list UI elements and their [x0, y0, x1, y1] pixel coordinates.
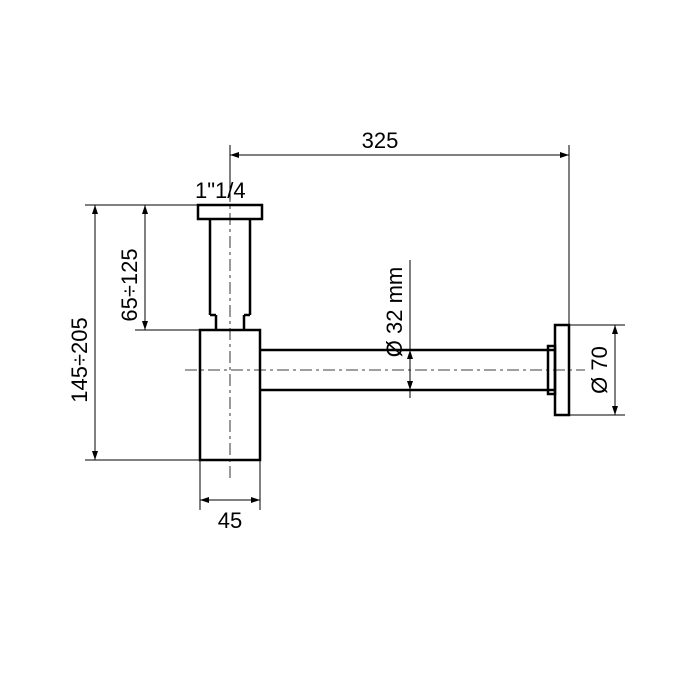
dim-bottom-label: 45: [218, 508, 242, 533]
tech-drawing: 325 1"1/4 145÷205 65÷125 Ø 32 mm Ø 70 45: [0, 0, 700, 700]
dim-flange-dia-label: Ø 70: [587, 346, 612, 394]
dim-left-inner-label: 65÷125: [117, 248, 142, 321]
dim-top-label: 325: [362, 128, 399, 153]
thread-label: 1"1/4: [195, 178, 246, 203]
dim-pipe-dia-label: Ø 32 mm: [382, 267, 407, 357]
dim-left-outer-label: 145÷205: [67, 317, 92, 403]
trap-body: [200, 330, 260, 460]
